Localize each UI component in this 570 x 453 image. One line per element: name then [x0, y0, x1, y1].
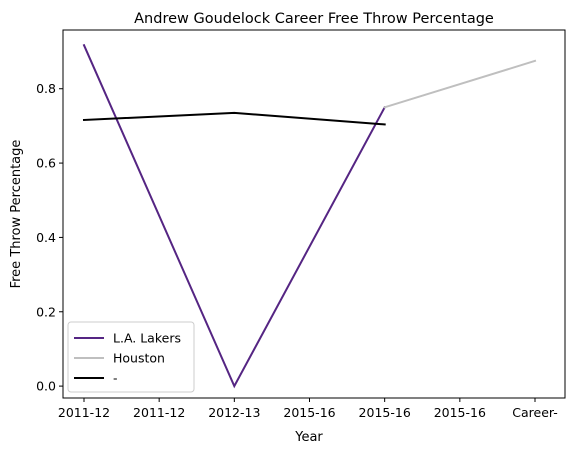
x-tick-label: 2011-12	[133, 405, 185, 420]
y-axis-ticks: 0.0 0.2 0.4 0.6 0.8	[36, 81, 63, 394]
series-line-0	[82, 43, 387, 389]
x-tick-label: 2011-12	[58, 405, 110, 420]
legend: L.A. Lakers Houston -	[67, 321, 195, 393]
y-tick-label: 0.0	[36, 379, 56, 394]
x-axis-label: Year	[294, 430, 323, 445]
legend-label: -	[113, 371, 118, 386]
y-tick-label: 0.4	[36, 230, 56, 245]
series-line-1	[383, 59, 537, 109]
legend-label: Houston	[113, 351, 165, 366]
y-tick-label: 0.6	[36, 156, 56, 171]
legend-label: L.A. Lakers	[113, 331, 181, 346]
plot-lines	[82, 43, 537, 389]
series-line-2	[82, 111, 386, 126]
chart-title: Andrew Goudelock Career Free Throw Perce…	[134, 11, 494, 27]
x-tick-label: 2015-16	[359, 405, 411, 420]
x-axis-ticks: 2011-12 2011-12 2012-13 2015-16 2015-16 2015-…	[58, 398, 558, 420]
y-axis-label: Free Throw Percentage	[9, 140, 24, 289]
x-tick-label: 2012-13	[208, 405, 260, 420]
y-tick-label: 0.8	[36, 81, 56, 96]
plot-frame	[62, 29, 566, 399]
legend-box	[67, 321, 195, 393]
x-tick-label: 2015-16	[434, 405, 486, 420]
x-tick-label: 2015-16	[283, 405, 335, 420]
x-tick-label: Career-	[512, 405, 557, 420]
y-tick-label: 0.2	[36, 304, 56, 319]
